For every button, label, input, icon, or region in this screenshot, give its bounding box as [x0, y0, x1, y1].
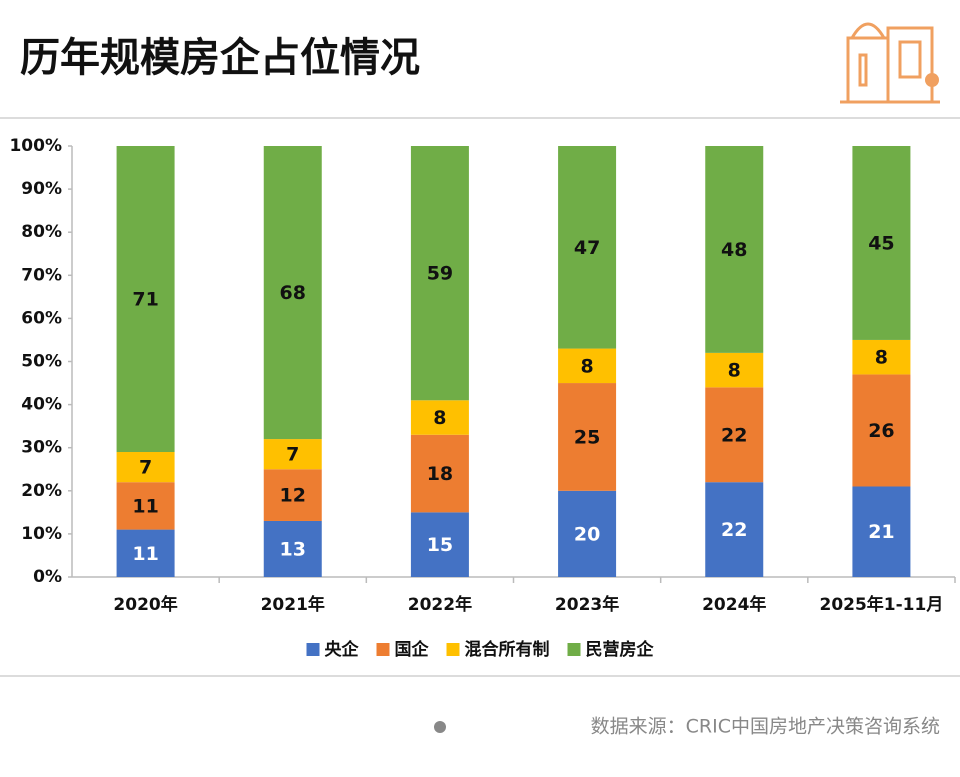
data-label: 22 — [721, 424, 747, 446]
bar-segment — [263, 146, 322, 440]
data-label: 15 — [427, 534, 453, 556]
bar-segment — [705, 387, 764, 483]
y-tick-label: 60% — [21, 308, 62, 328]
source-dot — [434, 721, 446, 733]
building-icon — [840, 22, 940, 104]
y-tick-label: 80% — [21, 222, 62, 242]
y-tick-label: 70% — [21, 265, 62, 285]
bar-segment — [410, 146, 469, 401]
bar-segment — [263, 439, 322, 470]
data-label: 71 — [132, 289, 158, 311]
bar-segment — [263, 469, 322, 521]
source-note: 数据来源：CRIC中国房地产决策咨询系统 — [591, 716, 940, 738]
data-label: 48 — [721, 239, 747, 261]
data-label: 8 — [728, 360, 741, 382]
data-label: 21 — [868, 521, 894, 543]
data-label: 26 — [868, 420, 894, 442]
legend-label: 民营房企 — [586, 639, 655, 660]
bar-segment — [558, 146, 617, 349]
x-tick-label: 2025年1-11月 — [819, 594, 943, 615]
data-label: 7 — [139, 457, 152, 479]
y-tick-label: 30% — [21, 438, 62, 458]
legend-label: 国企 — [395, 639, 430, 660]
bar-segment — [852, 486, 911, 577]
data-label: 18 — [427, 463, 453, 485]
bar-segment — [558, 348, 617, 384]
bar-segment — [410, 400, 469, 435]
bar-segment — [116, 482, 175, 530]
bar-segment — [558, 490, 617, 577]
bar-segment — [410, 512, 469, 577]
data-label: 47 — [574, 237, 600, 259]
legend-swatch — [376, 643, 390, 656]
data-label: 22 — [721, 519, 747, 541]
data-label: 12 — [280, 485, 306, 507]
x-tick-label: 2024年 — [702, 594, 766, 615]
bar-segment — [852, 339, 911, 375]
bar-segment — [852, 374, 911, 487]
legend-swatch — [446, 643, 460, 656]
bar-segment — [116, 146, 175, 453]
x-tick-label: 2022年 — [408, 594, 472, 615]
y-tick-label: 100% — [9, 136, 62, 156]
bar-segment — [116, 452, 175, 483]
data-label: 7 — [286, 444, 299, 466]
data-label: 8 — [580, 355, 593, 377]
data-label: 68 — [280, 282, 306, 304]
bar-segment — [116, 529, 175, 577]
x-tick-label: 2020年 — [113, 594, 177, 615]
y-tick-label: 50% — [21, 352, 62, 372]
bar-segment — [410, 434, 469, 513]
bar-segment — [705, 352, 764, 388]
bar-segment — [705, 482, 764, 577]
data-label: 8 — [433, 407, 446, 429]
bar-segment — [558, 383, 617, 491]
bar-segment — [852, 146, 911, 340]
y-tick-label: 90% — [21, 179, 62, 199]
data-label: 25 — [574, 426, 600, 448]
legend-swatch — [306, 643, 320, 656]
data-label: 11 — [132, 495, 158, 517]
data-label: 13 — [280, 538, 306, 560]
y-tick-label: 10% — [21, 524, 62, 544]
y-tick-label: 0% — [33, 567, 62, 587]
legend-label: 央企 — [325, 639, 360, 660]
data-label: 8 — [875, 347, 888, 369]
y-tick-label: 40% — [21, 395, 62, 415]
y-tick-label: 20% — [21, 481, 62, 501]
legend-swatch — [567, 643, 581, 656]
data-label: 20 — [574, 523, 600, 545]
x-tick-label: 2023年 — [555, 594, 619, 615]
bar-segment — [705, 146, 764, 353]
page-title: 历年规模房企占位情况 — [20, 35, 420, 81]
data-label: 59 — [427, 263, 453, 285]
x-tick-label: 2021年 — [261, 594, 325, 615]
data-label: 45 — [868, 232, 894, 254]
data-label: 11 — [132, 543, 158, 565]
bar-segment — [263, 520, 322, 577]
legend-label: 混合所有制 — [465, 639, 550, 660]
